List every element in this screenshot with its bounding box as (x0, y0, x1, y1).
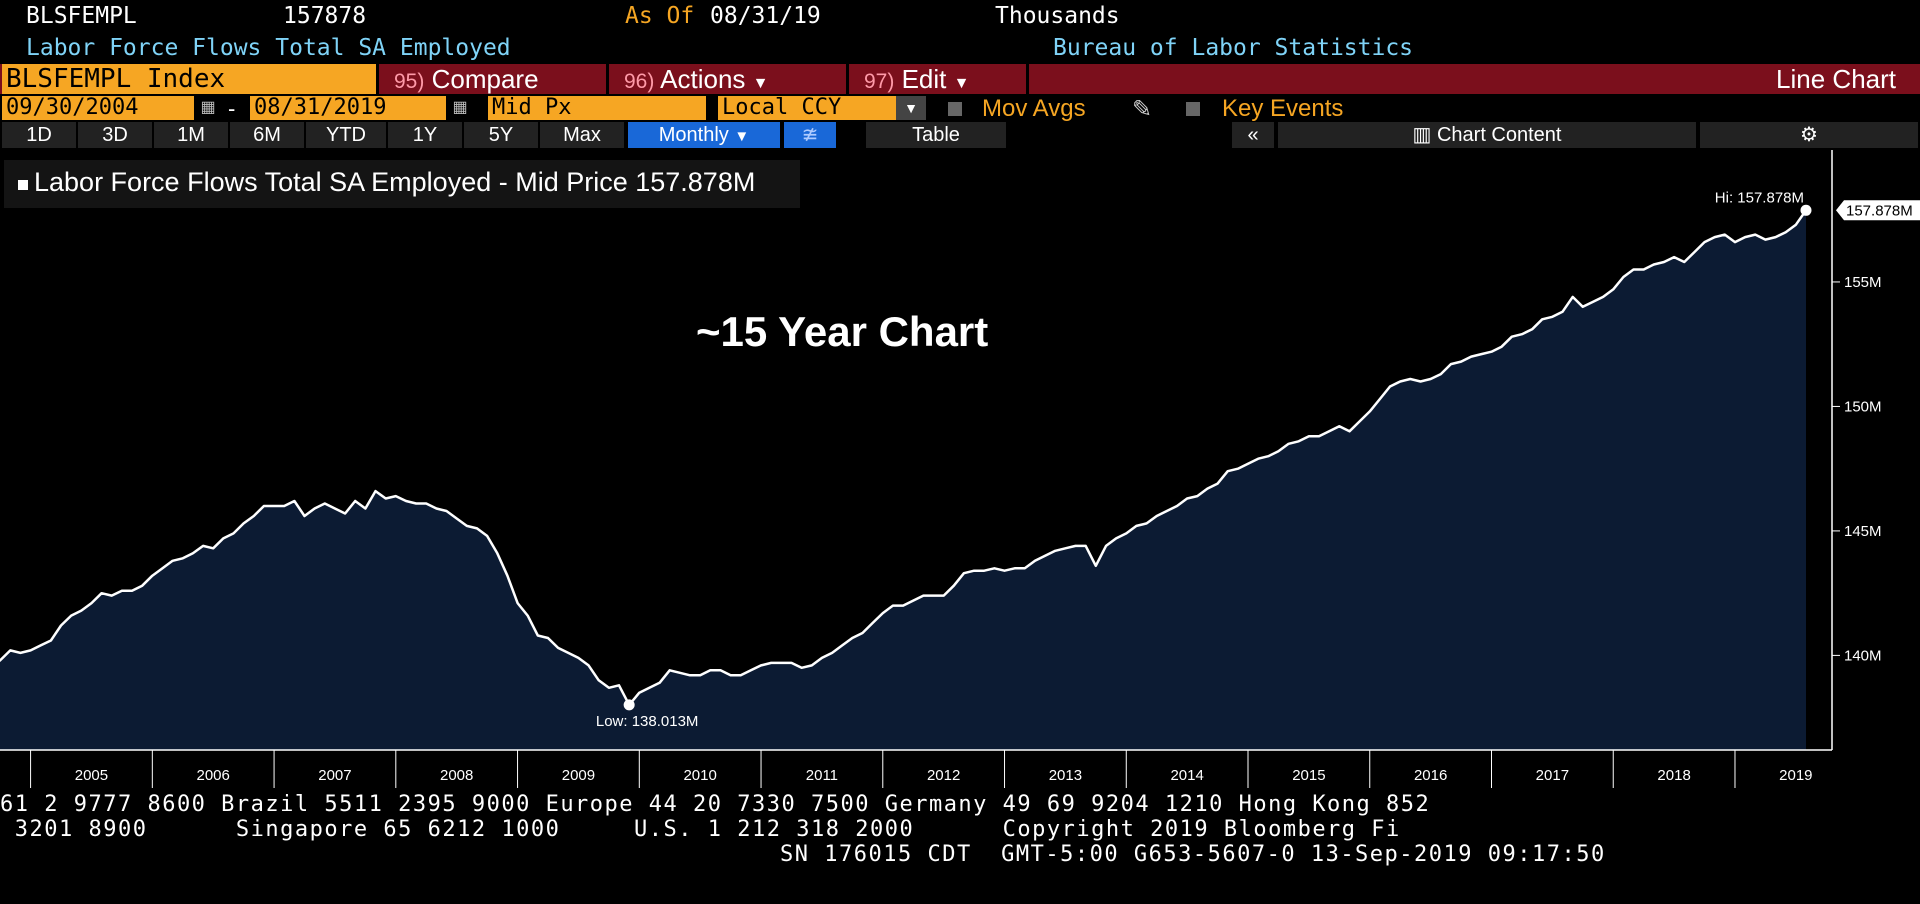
y-tick-label: 145M (1844, 523, 1882, 540)
x-tick-label: 2017 (1536, 767, 1569, 784)
x-tick-label: 2011 (806, 767, 838, 784)
range-1y[interactable]: 1Y (388, 122, 462, 148)
key-events-label[interactable]: Key Events (1222, 95, 1344, 122)
chart-legend[interactable]: Labor Force Flows Total SA Employed - Mi… (4, 160, 800, 208)
currency-dropdown-icon[interactable]: ▼ (896, 96, 926, 120)
legend-square-icon (18, 180, 28, 190)
footer-line-1: 61 2 9777 8600 Brazil 5511 2395 9000 Eur… (0, 792, 1431, 817)
x-tick-label: 2005 (75, 767, 108, 784)
end-calendar-icon[interactable]: ▦ (448, 96, 472, 120)
edit-button[interactable]: 97) Edit ▼ (850, 64, 1040, 94)
key-events-checkbox[interactable] (1186, 102, 1200, 116)
as-of-label: As Of (625, 3, 695, 29)
x-tick-label: 2013 (1049, 767, 1082, 784)
header-row-bottom: Labor Force Flows Total SA Employed Bure… (0, 32, 1920, 64)
mov-avgs-label[interactable]: Mov Avgs (982, 95, 1086, 122)
x-tick-label: 2014 (1170, 767, 1203, 784)
period-label: Monthly (658, 124, 729, 146)
compare-label: Compare (431, 64, 539, 94)
date-toolbar: 09/30/2004 ▦ - 08/31/2019 ▦ Mid Px Local… (0, 94, 1920, 123)
main-toolbar: BLSFEMPL Index 95) Compare 96) Actions ▼… (0, 64, 1920, 94)
range-toolbar: 1D 3D 1M 6M YTD 1Y 5Y Max Monthly ▼ ≇ Ta… (0, 122, 1920, 148)
table-button[interactable]: Table (866, 122, 1006, 148)
range-5y[interactable]: 5Y (464, 122, 538, 148)
footer-line-2: 3201 8900 Singapore 65 6212 1000 U.S. 1 … (0, 817, 1401, 842)
legend-label: Labor Force Flows Total SA Employed - Mi… (34, 167, 756, 197)
chart-type-label[interactable]: Line Chart (1776, 64, 1896, 94)
end-date-field[interactable]: 08/31/2019 (250, 96, 446, 120)
high-marker (1800, 204, 1812, 216)
x-axis: 2005 2006 2007 2008 2009 2010 2011 2012 2013 2014… (0, 749, 1832, 788)
actions-dropdown-icon: ▼ (752, 75, 769, 92)
actions-label: Actions (660, 64, 746, 94)
source-label: Bureau of Labor Statistics (1053, 35, 1414, 61)
x-tick-label: 2018 (1657, 767, 1690, 784)
low-marker (623, 699, 635, 711)
x-tick-label: 2009 (562, 767, 595, 784)
period-dropdown-icon: ▼ (734, 128, 750, 145)
start-date-field[interactable]: 09/30/2004 (2, 96, 194, 120)
y-tick-label: 150M (1844, 398, 1882, 415)
ticker-code: BLSFEMPL (26, 3, 137, 29)
units-label: Thousands (995, 3, 1120, 29)
settings-gear-icon[interactable]: ⚙ (1700, 122, 1918, 148)
y-axis: 140M 145M 150M 155M (1831, 150, 1882, 750)
y-tick-label: 140M (1844, 647, 1882, 664)
last-value-tag: 157.878M (1836, 200, 1920, 221)
footer-line-3: SN 176015 CDT GMT-5:00 G653-5607-0 13-Se… (780, 842, 1606, 867)
high-label: Hi: 157.878M (1715, 189, 1804, 206)
collapse-icon[interactable]: « (1232, 122, 1274, 148)
edit-dropdown-icon: ▼ (953, 75, 970, 92)
chart-annotation: ~15 Year Chart (696, 308, 989, 355)
series-area (0, 210, 1806, 750)
x-tick-label: 2012 (927, 767, 960, 784)
x-tick-label: 2010 (683, 767, 716, 784)
chart-content-button[interactable]: ▥ Chart Content (1278, 122, 1696, 148)
actions-button[interactable]: 96) Actions ▼ (610, 64, 860, 94)
start-calendar-icon[interactable]: ▦ (196, 96, 220, 120)
range-max[interactable]: Max (540, 122, 624, 148)
series-description: Labor Force Flows Total SA Employed (26, 35, 511, 61)
range-1m[interactable]: 1M (154, 122, 228, 148)
chart-content-label: Chart Content (1436, 124, 1562, 146)
y-tick-label: 155M (1844, 274, 1882, 291)
row-separator (1010, 122, 1011, 148)
low-label: Low: 138.013M (596, 713, 699, 730)
actions-number: 96) (624, 70, 655, 93)
security-field[interactable]: BLSFEMPL Index (2, 64, 378, 94)
compare-button[interactable]: 95) Compare (380, 64, 620, 94)
range-1d[interactable]: 1D (2, 122, 76, 148)
edit-label: Edit (901, 64, 947, 94)
compare-number: 95) (394, 70, 425, 93)
line-chart-icon[interactable]: ≇ (784, 122, 836, 148)
x-tick-label: 2019 (1779, 767, 1812, 784)
currency-select[interactable]: Local CCY (718, 96, 896, 120)
range-ytd[interactable]: YTD (306, 122, 386, 148)
mov-avgs-checkbox[interactable] (948, 102, 962, 116)
header-row-top: BLSFEMPL 157878 As Of 08/31/19 Thousands (0, 0, 1920, 32)
as-of-date: 08/31/19 (710, 3, 821, 29)
x-tick-label: 2007 (318, 767, 351, 784)
date-separator: - (228, 96, 236, 121)
range-6m[interactable]: 6M (230, 122, 304, 148)
line-chart: 140M 145M 150M 155M 2005 2006 2007 2008 2009 201… (0, 150, 1920, 788)
price-field-select[interactable]: Mid Px (488, 96, 706, 120)
x-tick-label: 2015 (1292, 767, 1325, 784)
chart-content-icon: ▥ (1412, 124, 1432, 146)
x-tick-label: 2008 (440, 767, 473, 784)
series-line (0, 209, 1808, 707)
range-3d[interactable]: 3D (78, 122, 152, 148)
edit-number: 97) (864, 70, 895, 93)
period-select[interactable]: Monthly ▼ (628, 122, 780, 148)
x-tick-label: 2016 (1414, 767, 1447, 784)
pencil-icon[interactable]: ✎ (1132, 96, 1153, 123)
x-tick-label: 2006 (197, 767, 230, 784)
last-value-label: 157.878M (1846, 202, 1913, 219)
last-value: 157878 (283, 3, 367, 29)
